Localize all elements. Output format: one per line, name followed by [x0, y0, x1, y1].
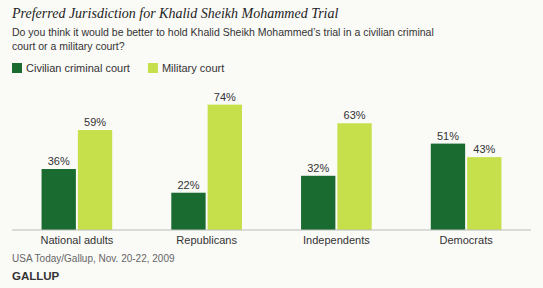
- bars: [42, 105, 502, 230]
- data-label: 32%: [307, 162, 329, 174]
- bar: [337, 123, 371, 230]
- bar: [208, 105, 242, 230]
- title: Preferred Jurisdiction for Khalid Sheikh…: [11, 6, 338, 21]
- chart-svg: Preferred Jurisdiction for Khalid Sheikh…: [0, 0, 543, 288]
- x-tick-label: Republicans: [176, 234, 237, 246]
- x-tick-label: Independents: [303, 234, 370, 246]
- bar: [467, 157, 501, 230]
- bar: [78, 130, 112, 230]
- x-tick-label: National adults: [40, 234, 113, 246]
- data-labels: 36% 22% 32% 51% 59% 74% 63% 43%: [48, 91, 496, 191]
- data-label: 74%: [214, 91, 236, 103]
- legend-swatch: [12, 63, 22, 73]
- footnote: USA Today/Gallup, Nov. 20-22, 2009: [12, 253, 175, 264]
- legend-label: Civilian criminal court: [26, 62, 130, 74]
- bar: [171, 193, 205, 230]
- data-label: 51%: [437, 130, 459, 142]
- legend: Civilian criminal court Military court: [12, 62, 224, 74]
- legend-swatch: [148, 63, 158, 73]
- legend-label: Military court: [162, 62, 224, 74]
- data-label: 22%: [177, 179, 199, 191]
- bar: [431, 144, 465, 230]
- subtitle: Do you think it would be better to hold …: [12, 26, 434, 52]
- x-tick-label: Democrats: [440, 234, 494, 246]
- source: GALLUP: [12, 270, 60, 282]
- data-label: 63%: [344, 109, 366, 121]
- bar: [301, 176, 335, 230]
- chart-container: Preferred Jurisdiction for Khalid Sheikh…: [0, 0, 543, 288]
- data-label: 59%: [84, 116, 106, 128]
- baseline: [12, 230, 531, 231]
- data-label: 43%: [473, 143, 495, 155]
- data-label: 36%: [48, 155, 70, 167]
- bar: [42, 169, 76, 230]
